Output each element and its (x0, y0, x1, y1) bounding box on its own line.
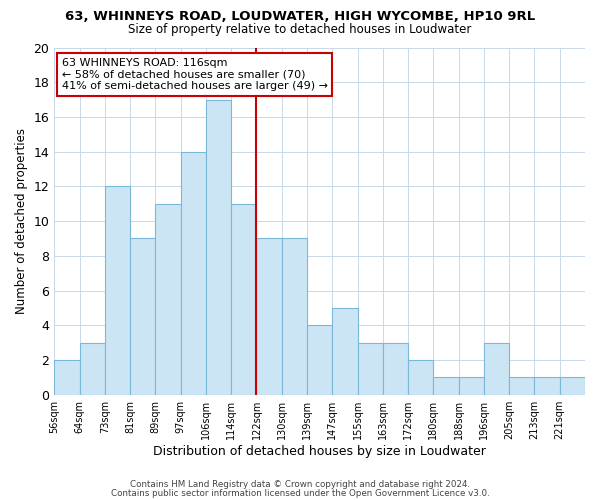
Bar (54, 360, 80, 394)
Bar (535, 378, 560, 394)
Bar (433, 378, 458, 394)
Bar (383, 342, 408, 394)
Bar (231, 204, 256, 394)
Bar (560, 378, 585, 394)
Bar (80, 342, 105, 394)
Text: Size of property relative to detached houses in Loudwater: Size of property relative to detached ho… (128, 22, 472, 36)
Bar (509, 378, 535, 394)
Bar (282, 238, 307, 394)
Bar (484, 342, 509, 394)
Bar (130, 238, 155, 394)
Bar (307, 326, 332, 394)
Text: Contains HM Land Registry data © Crown copyright and database right 2024.: Contains HM Land Registry data © Crown c… (130, 480, 470, 489)
X-axis label: Distribution of detached houses by size in Loudwater: Distribution of detached houses by size … (153, 444, 486, 458)
Bar (181, 152, 206, 394)
Bar (458, 378, 484, 394)
Bar (332, 308, 358, 394)
Bar (206, 100, 231, 395)
Y-axis label: Number of detached properties: Number of detached properties (15, 128, 28, 314)
Bar (408, 360, 433, 394)
Bar (256, 238, 282, 394)
Bar (155, 204, 181, 394)
Text: 63 WHINNEYS ROAD: 116sqm
← 58% of detached houses are smaller (70)
41% of semi-d: 63 WHINNEYS ROAD: 116sqm ← 58% of detach… (62, 58, 328, 91)
Bar (105, 186, 130, 394)
Text: Contains public sector information licensed under the Open Government Licence v3: Contains public sector information licen… (110, 490, 490, 498)
Text: 63, WHINNEYS ROAD, LOUDWATER, HIGH WYCOMBE, HP10 9RL: 63, WHINNEYS ROAD, LOUDWATER, HIGH WYCOM… (65, 10, 535, 23)
Bar (358, 342, 383, 394)
